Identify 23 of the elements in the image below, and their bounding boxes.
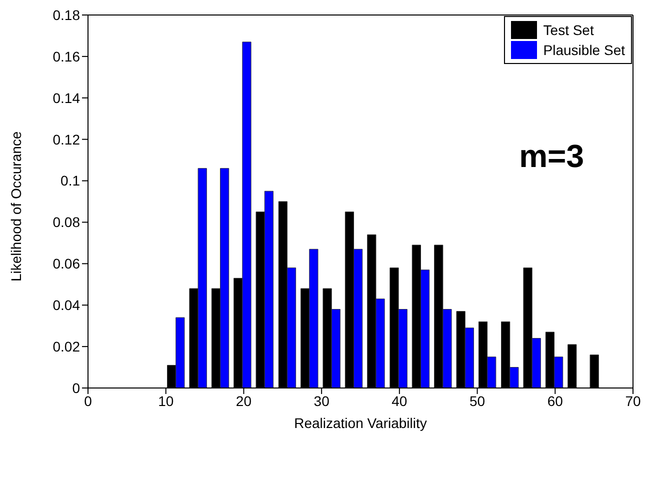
x-tick-label: 0 <box>84 392 92 409</box>
x-tick-label: 30 <box>314 392 330 409</box>
y-tick-label: 0.06 <box>52 256 80 272</box>
y-tick-label: 0.02 <box>52 338 80 355</box>
y-tick-label: 0.14 <box>52 90 80 106</box>
x-tick-label: 40 <box>392 392 408 409</box>
x-axis-title: Realization Variability <box>294 415 427 431</box>
x-tick-label: 50 <box>469 392 486 409</box>
y-tick-label: 0.1 <box>60 172 80 189</box>
x-tick-label: 60 <box>547 392 564 409</box>
annotation: m=3 <box>519 138 584 175</box>
y-tick-label: 0.16 <box>52 48 80 64</box>
x-tick-label: 70 <box>625 392 641 409</box>
x-tick-label: 20 <box>236 392 252 409</box>
legend-label: Plausible Set <box>543 42 625 58</box>
x-tick-label: 10 <box>158 392 174 409</box>
y-tick-label: 0.12 <box>52 131 80 148</box>
legend-label: Test Set <box>543 22 594 38</box>
y-tick-label: 0.08 <box>52 214 80 230</box>
y-tick-label: 0.18 <box>52 6 80 23</box>
y-axis-title: Likelihood of Occurance <box>8 131 24 282</box>
y-tick-label: 0 <box>72 380 80 396</box>
y-tick-label: 0.04 <box>52 297 80 314</box>
